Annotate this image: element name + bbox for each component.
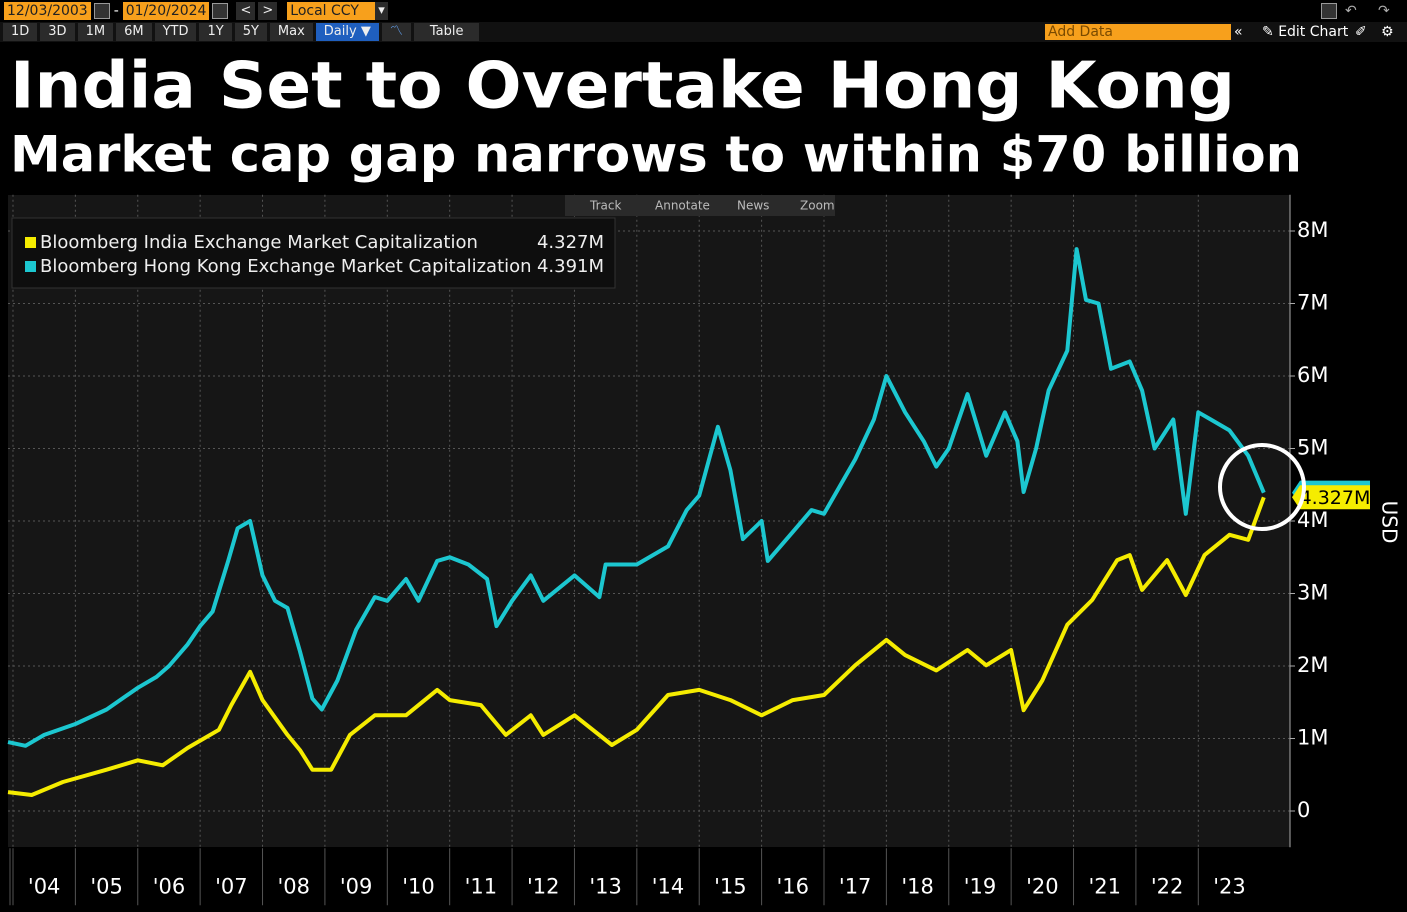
legend-entries: Bloomberg India Exchange Market Capitali… (25, 232, 604, 277)
range-buttons: 1D 3D 1M 6M YTD 1Y 5Y Max (0, 23, 313, 41)
y-tick-label: 3M (1297, 581, 1328, 605)
y-tick-label: 4M (1297, 508, 1328, 532)
series-line (7, 496, 1266, 797)
x-tick-label: '12 (527, 874, 560, 898)
chart-tool[interactable]: Annotate (655, 199, 710, 213)
legend-value: 4.327M (537, 232, 604, 253)
calendar-icon[interactable] (212, 3, 229, 19)
range-button[interactable]: YTD (154, 23, 197, 41)
x-tick-label: '15 (714, 874, 747, 898)
x-tick-label: '13 (589, 874, 622, 898)
chart-title: India Set to Overtake Hong Kong (10, 50, 1235, 124)
x-tick-label: '19 (964, 874, 997, 898)
x-tick-label: '08 (277, 874, 310, 898)
frequency[interactable]: Daily ▼ (315, 23, 379, 41)
x-tick-label: '23 (1213, 874, 1246, 898)
add-data[interactable]: Add Data (1045, 24, 1231, 40)
y-tick-label: 0 (1297, 798, 1310, 822)
range-button[interactable]: 1Y (199, 23, 232, 41)
legend-swatch (25, 261, 36, 272)
y-tick-label: 2M (1297, 653, 1328, 677)
y-tick-label: 1M (1297, 726, 1328, 750)
tag-label: 4.327M (1300, 487, 1371, 509)
legend-value: 4.391M (537, 256, 604, 277)
calendar-icon[interactable] (93, 3, 110, 19)
toolbar-ranges: 1D 3D 1M 6M YTD 1Y 5Y Max Daily ▼ 〽 Table Add D… (0, 22, 1407, 42)
chart-subtitle: Market cap gap narrows to within $70 bil… (10, 126, 1302, 184)
x-tick-label: '18 (901, 874, 934, 898)
y-tick-label: 8M (1297, 218, 1328, 242)
last-value-tag: 4.327M (1292, 485, 1371, 510)
chart: India Set to Overtake Hong Kong Market c… (7, 50, 1402, 906)
range-button[interactable]: Max (269, 23, 313, 41)
edit-icon[interactable]: ✐ (1355, 24, 1367, 40)
series-line (7, 247, 1266, 748)
settings-icon[interactable]: ⚙ (1381, 24, 1394, 40)
range-button[interactable]: 5Y (234, 23, 267, 41)
table-button[interactable]: Table (413, 23, 480, 41)
chart-tools: Track Annotate News Zoom (589, 199, 835, 213)
x-tick-label: '17 (839, 874, 872, 898)
chart-tool[interactable]: News (737, 199, 769, 213)
range-button[interactable]: 3D (40, 23, 75, 41)
edit-chart[interactable]: ✎ Edit Chart (1262, 24, 1349, 40)
currency[interactable]: Local CCY (287, 2, 376, 20)
x-tick-label: '06 (153, 874, 186, 898)
axes: 0 1M 2M 3M 4M 5M 6M 7M 8M '04 '05 '06 '07 '08 '09 '10 '1… (9, 194, 1371, 906)
undo-icon[interactable]: ↶ (1345, 3, 1357, 19)
x-tick-label: '07 (215, 874, 248, 898)
y-tick-label: 5M (1297, 436, 1328, 460)
series-lines (7, 247, 1266, 797)
edit-chart-label: Edit Chart (1278, 24, 1349, 40)
x-tick-label: '11 (465, 874, 498, 898)
range-button[interactable]: 1D (3, 23, 38, 41)
legend-label: Bloomberg Hong Kong Exchange Market Capi… (40, 256, 532, 277)
legend-swatch (25, 237, 36, 248)
x-tick-label: '10 (402, 874, 435, 898)
y-tick-label: 7M (1297, 291, 1328, 315)
currency-dropdown[interactable]: ▾ (375, 2, 388, 20)
range-button[interactable]: 1M (77, 23, 114, 41)
redo-icon[interactable]: ↷ (1378, 3, 1390, 19)
legend-label: Bloomberg India Exchange Market Capitali… (40, 232, 478, 253)
x-tick-label: '05 (90, 874, 123, 898)
x-tick-label: '20 (1026, 874, 1059, 898)
window-icon[interactable] (1321, 3, 1337, 19)
x-tick-label: '04 (28, 874, 61, 898)
chart-tool[interactable]: Track (589, 199, 621, 213)
collapse-icon[interactable]: « (1234, 24, 1243, 40)
y-tick-label: 6M (1297, 363, 1328, 387)
next-button[interactable]: > (258, 2, 278, 20)
tag-shape (1292, 485, 1370, 510)
toolbar-top: 12/03/2003 - 01/20/2024 < > Local CCY ▾ … (0, 0, 1407, 22)
x-tick-label: '16 (777, 874, 810, 898)
x-tick-label: '21 (1088, 874, 1121, 898)
chart-tool[interactable]: Zoom (800, 199, 835, 213)
x-tick-label: '09 (340, 874, 373, 898)
legend (11, 217, 616, 289)
y-axis-label: USD (1378, 501, 1402, 544)
end-date[interactable]: 01/20/2024 (122, 2, 210, 20)
start-date[interactable]: 12/03/2003 (4, 2, 91, 20)
prev-button[interactable]: < (236, 2, 256, 20)
x-tick-label: '22 (1151, 874, 1184, 898)
chart-type-icon[interactable]: 〽 (381, 23, 411, 41)
highlight-circle (1218, 443, 1306, 531)
date-separator: - (113, 3, 119, 19)
x-tick-label: '14 (652, 874, 685, 898)
chart-tools-bar (565, 195, 835, 216)
range-button[interactable]: 6M (116, 23, 152, 41)
